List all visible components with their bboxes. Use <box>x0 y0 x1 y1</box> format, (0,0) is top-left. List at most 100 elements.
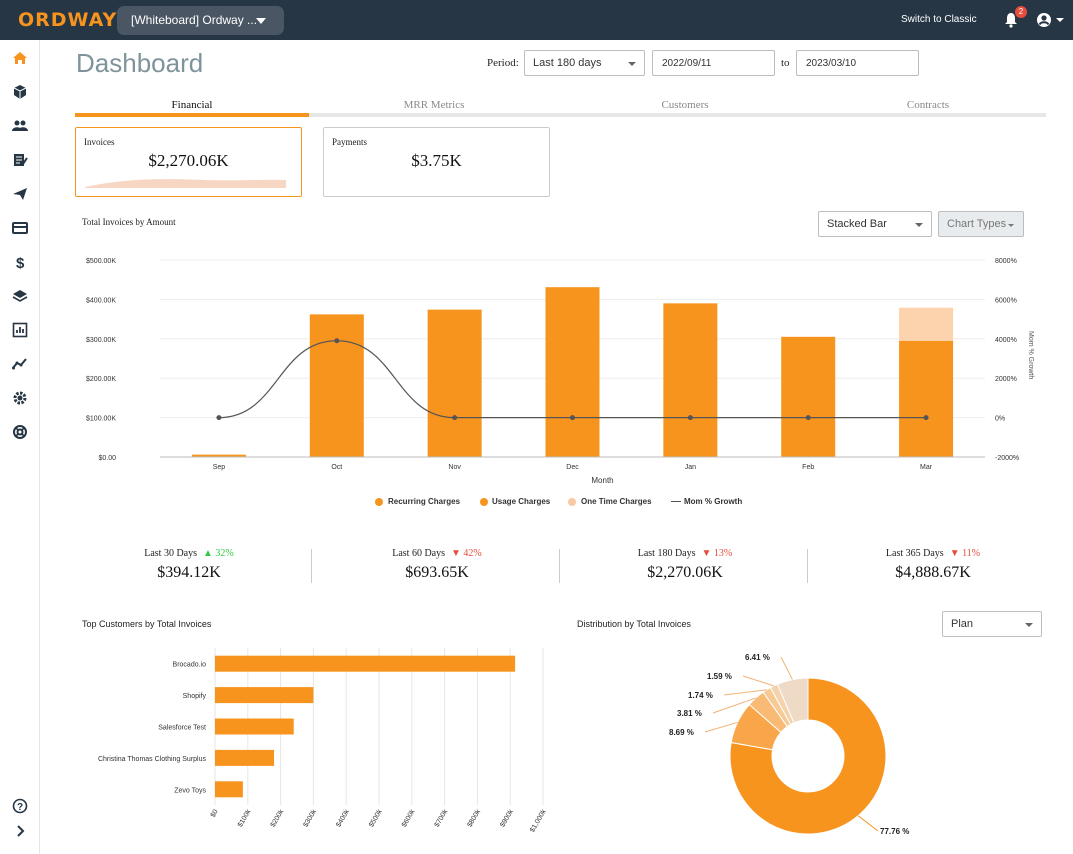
help-icon[interactable]: ? <box>12 798 28 814</box>
payments-card[interactable]: Payments $3.75K <box>323 127 550 197</box>
chart-style-select[interactable]: Stacked Bar <box>818 211 932 237</box>
chevron-down-icon <box>628 62 636 66</box>
notification-badge: 2 <box>1015 6 1027 18</box>
distribution-group-value: Plan <box>951 618 974 630</box>
date-from-input[interactable]: 2022/09/11 <box>652 50 775 76</box>
layers-icon[interactable] <box>12 288 28 304</box>
y2-tick-label: 2000% <box>995 376 1017 383</box>
stat-delta-value: 11% <box>962 548 981 559</box>
customer-bar <box>215 749 275 766</box>
stat-4: Last 365 Days ▼ 11% $4,888.67K <box>809 548 1057 588</box>
distribution-group-select[interactable]: Plan <box>942 611 1042 637</box>
stat-delta: ▼ 42% <box>451 548 482 559</box>
trend-icon[interactable] <box>12 356 28 372</box>
x-tick-label: Oct <box>331 464 342 471</box>
customer-label: Brocado.io <box>173 662 207 669</box>
stat-value: $2,270.06K <box>647 564 723 581</box>
arrow-down-icon: ▼ <box>949 548 960 559</box>
stat-delta-value: 42% <box>463 548 482 559</box>
stat-2: Last 60 Days ▼ 42% $693.65K <box>313 548 561 588</box>
card-icon[interactable] <box>12 220 28 236</box>
mom-growth-point <box>805 415 811 421</box>
stat-divider <box>311 549 312 583</box>
report-icon[interactable] <box>12 322 28 338</box>
x-tick-label: Mar <box>920 464 933 471</box>
customer-bar <box>215 781 243 798</box>
donut-leader-line <box>780 656 793 680</box>
invoices-sparkline <box>85 179 286 188</box>
period-label: Period: <box>487 57 519 69</box>
legend-swatch-recurring <box>375 498 383 506</box>
invoices-card-label: Invoices <box>84 137 115 147</box>
stat-label-text: Last 30 Days <box>144 548 198 559</box>
period-select[interactable]: Last 180 days <box>524 50 645 76</box>
customer-bar <box>215 687 314 704</box>
stat-label: Last 365 Days ▼ 11% <box>809 548 1057 559</box>
customer-label: Christina Thomas Clothing Surplus <box>98 756 207 763</box>
bar-mar-1 <box>899 340 954 457</box>
arrow-up-icon: ▲ <box>203 548 213 559</box>
x-tick-label: Nov <box>448 464 461 471</box>
stat-value: $693.65K <box>405 564 469 581</box>
arrow-down-icon: ▼ <box>701 548 712 559</box>
x-tick-label: $900k <box>499 808 515 828</box>
top-bar: ORDWAY [Whiteboard] Ordway ... Switch to… <box>0 0 1073 40</box>
sidebar: $ ? <box>0 40 40 854</box>
donut-slice <box>776 677 809 724</box>
mom-growth-point <box>687 415 693 421</box>
cube-icon[interactable] <box>12 84 28 100</box>
tab-underline <box>75 113 1046 117</box>
x-tick-label: $1,000k <box>529 808 548 834</box>
bell-icon[interactable] <box>1004 12 1018 28</box>
legend-mom-label: Mom % Growth <box>684 497 743 506</box>
invoice-chart-title: Total Invoices by Amount <box>82 217 176 227</box>
x-tick-label: $300k <box>303 808 319 828</box>
expand-icon[interactable] <box>12 823 28 839</box>
y-tick-label: $500.00K <box>86 258 116 265</box>
tab-financial[interactable]: Financial <box>171 99 213 111</box>
date-to-input[interactable]: 2023/03/10 <box>796 50 919 76</box>
invoices-card[interactable]: Invoices $2,270.06K <box>75 127 302 197</box>
svg-text:?: ? <box>17 802 23 813</box>
tab-mrr-metrics[interactable]: MRR Metrics <box>403 99 465 111</box>
donut-leader-line <box>742 675 775 687</box>
workspace-dropdown[interactable]: [Whiteboard] Ordway ... <box>117 6 284 35</box>
customers-icon[interactable] <box>12 118 28 134</box>
legend-swatch-usage <box>480 498 488 506</box>
y2-tick-label: 4000% <box>995 337 1017 344</box>
tab-contracts[interactable]: Contracts <box>906 99 950 111</box>
active-tab-indicator <box>75 113 309 117</box>
customer-bar <box>215 655 516 672</box>
y2-tick-label: -2000% <box>995 455 1019 462</box>
bar-sep-1 <box>191 454 246 457</box>
x-tick-label: $600k <box>401 808 417 828</box>
donut-label: 8.69 % <box>669 728 694 737</box>
user-icon[interactable] <box>1036 11 1064 29</box>
dollar-icon[interactable]: $ <box>12 254 28 270</box>
invoices-card-value: $2,270.06K <box>148 151 229 170</box>
mom-growth-point <box>923 415 929 421</box>
legend-recurring-label: Recurring Charges <box>388 497 461 506</box>
home-icon[interactable] <box>12 50 28 66</box>
chart-types-button[interactable]: Chart Types <box>938 211 1024 237</box>
x-tick-label: Jan <box>685 464 696 471</box>
ordway-logo[interactable]: ORDWAY <box>18 9 118 31</box>
switch-to-classic-link[interactable]: Switch to Classic <box>901 14 977 25</box>
x-tick-label: $0 <box>210 808 220 818</box>
customer-bar <box>215 718 294 735</box>
y2-axis-label: Mom % Growth <box>1027 331 1034 379</box>
donut-leader-line <box>857 815 879 832</box>
tab-customers[interactable]: Customers <box>661 99 709 111</box>
stat-label-text: Last 180 Days <box>637 548 696 559</box>
invoice-icon[interactable] <box>12 152 28 168</box>
stat-1: Last 30 Days ▲ 32% $394.12K <box>65 548 313 588</box>
donut-leader-line <box>723 689 767 696</box>
y-tick-label: $0.00 <box>98 455 116 462</box>
workspace-label: [Whiteboard] Ordway ... <box>131 13 258 27</box>
settings-icon[interactable] <box>12 390 28 406</box>
customer-label: Zevo Toys <box>174 787 206 794</box>
stat-delta: ▼ 11% <box>950 548 980 559</box>
chevron-down-icon <box>1008 224 1014 227</box>
support-icon[interactable] <box>12 424 28 440</box>
send-icon[interactable] <box>12 186 28 202</box>
